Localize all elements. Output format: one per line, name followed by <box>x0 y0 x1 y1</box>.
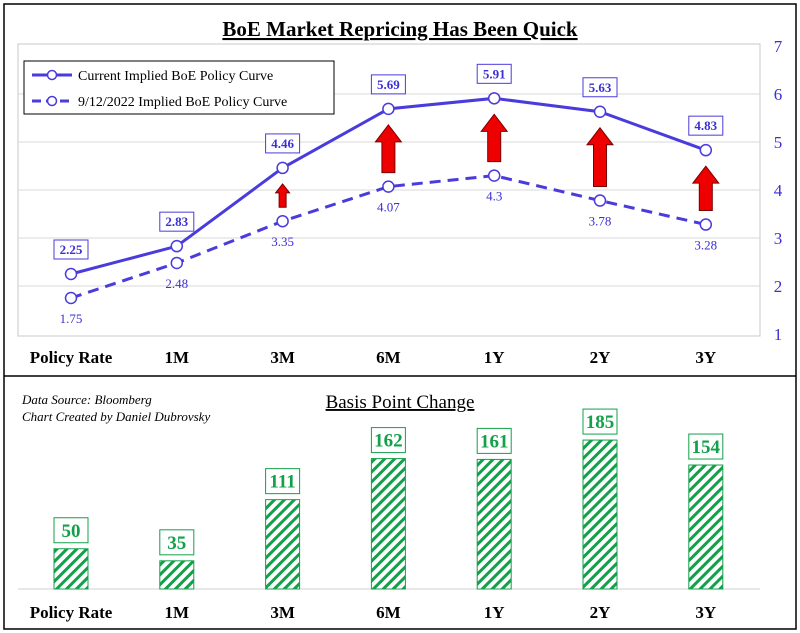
data-label-current: 5.69 <box>377 77 400 92</box>
bar <box>159 560 195 590</box>
bar-chart-title: Basis Point Change <box>326 392 475 413</box>
bar-label-box <box>159 529 195 556</box>
data-label-previous: 4.3 <box>486 189 502 204</box>
bar <box>370 458 406 590</box>
point-current <box>487 92 501 105</box>
bar-value-label: 111 <box>269 472 295 493</box>
x-category-label: 2Y <box>590 348 611 367</box>
point-current <box>64 267 78 281</box>
bar-value-label: 162 <box>374 431 403 452</box>
x-category-label: 6M <box>376 348 401 367</box>
bar-category-label: 2Y <box>590 603 611 622</box>
increase-arrow <box>274 183 291 208</box>
increase-arrow <box>585 126 615 188</box>
point-current <box>276 161 289 175</box>
bar-value-label: 161 <box>480 431 509 452</box>
data-label-box <box>265 133 301 154</box>
data-label-box <box>159 211 195 232</box>
data-label-box <box>582 77 618 98</box>
increase-arrow <box>480 113 509 163</box>
x-category-label: 3Y <box>695 348 716 367</box>
point-previous <box>699 218 713 231</box>
bar-category-label: 3M <box>270 603 295 622</box>
bar-category-label: Policy Rate <box>30 603 113 622</box>
y-tick-label: 4 <box>774 181 783 200</box>
y-tick-label: 2 <box>774 277 783 296</box>
x-axis-categories-bottom: Policy Rate 1M 3M 6M 1Y 2Y 3Y <box>30 603 716 622</box>
chart-title: BoE Market Repricing Has Been Quick <box>222 17 578 41</box>
y-tick-label: 6 <box>774 85 783 104</box>
data-label-previous: 2.48 <box>165 276 188 291</box>
point-previous <box>487 169 501 182</box>
legend-entry-current: Current Implied BoE Policy Curve <box>78 69 273 84</box>
bar-value-label: 154 <box>692 437 721 458</box>
increase-arrow <box>374 124 403 174</box>
y-tick-label: 7 <box>774 37 783 56</box>
bar-label-box <box>688 433 724 460</box>
data-label-previous: 4.07 <box>377 200 400 215</box>
data-label-previous: 3.78 <box>589 214 612 229</box>
data-label-previous: 3.28 <box>694 238 717 253</box>
x-category-label: 1M <box>165 348 190 367</box>
x-axis-categories-top: Policy Rate 1M 3M 6M 1Y 2Y 3Y <box>30 348 716 367</box>
author-note: Chart Created by Daniel Dubrovsky <box>22 409 210 424</box>
y-tick-label: 3 <box>774 229 783 248</box>
data-label-current: 2.25 <box>60 242 83 257</box>
data-label-box <box>688 115 724 136</box>
data-label-current: 5.91 <box>483 66 506 81</box>
bar <box>688 464 724 590</box>
bar-label-box <box>370 427 406 454</box>
data-labels: 2.25 2.83 4.46 5.69 5.91 5.63 4.83 1.75 2.48 3.35… <box>53 63 724 326</box>
bar-label-box <box>53 517 89 544</box>
bar-label-box <box>582 408 618 435</box>
legend: Current Implied BoE Policy Curve 9/12/20… <box>23 60 335 115</box>
bars: 50 35 111 162 161 185 154 <box>53 408 724 590</box>
point-current <box>593 105 607 119</box>
point-current <box>170 239 184 253</box>
point-previous <box>276 214 289 228</box>
outer-frame <box>3 3 797 630</box>
y-axis-ticks: 1 2 3 4 5 6 7 <box>774 37 783 344</box>
increase-arrow <box>691 165 720 212</box>
data-label-box <box>53 239 89 260</box>
data-label-current: 2.83 <box>165 214 188 229</box>
legend-entry-previous: 9/12/2022 Implied BoE Policy Curve <box>78 95 287 110</box>
point-current <box>382 102 395 116</box>
data-label-box <box>370 74 406 95</box>
point-current <box>699 143 713 157</box>
data-label-current: 5.63 <box>589 80 612 95</box>
x-category-label: 3M <box>270 348 295 367</box>
increase-arrows <box>274 113 720 212</box>
bar-category-label: 1M <box>165 603 190 622</box>
bar-value-label: 185 <box>586 412 615 433</box>
point-previous <box>382 180 395 193</box>
point-previous <box>64 291 78 305</box>
y-tick-label: 1 <box>774 325 783 344</box>
data-source-note: Data Source: Bloomberg <box>21 392 152 407</box>
data-label-box <box>476 63 512 84</box>
bar-value-label: 50 <box>62 521 81 542</box>
x-category-label: 1Y <box>484 348 505 367</box>
bar-label-box <box>476 427 512 454</box>
data-label-previous: 1.75 <box>60 311 83 326</box>
bar <box>265 499 301 590</box>
bar-value-label: 35 <box>167 533 186 554</box>
bar-category-label: 6M <box>376 603 401 622</box>
data-label-current: 4.46 <box>271 136 294 151</box>
bar-category-label: 1Y <box>484 603 505 622</box>
series-points <box>64 92 713 305</box>
point-previous <box>593 194 607 207</box>
data-label-previous: 3.35 <box>271 234 294 249</box>
point-previous <box>170 256 184 270</box>
bar <box>476 458 512 590</box>
bar-label-box <box>265 468 301 495</box>
y-tick-label: 5 <box>774 133 783 152</box>
x-category-label: Policy Rate <box>30 348 113 367</box>
data-label-current: 4.83 <box>694 118 717 133</box>
bar-category-label: 3Y <box>695 603 716 622</box>
bar <box>53 548 89 590</box>
bar <box>582 439 618 590</box>
